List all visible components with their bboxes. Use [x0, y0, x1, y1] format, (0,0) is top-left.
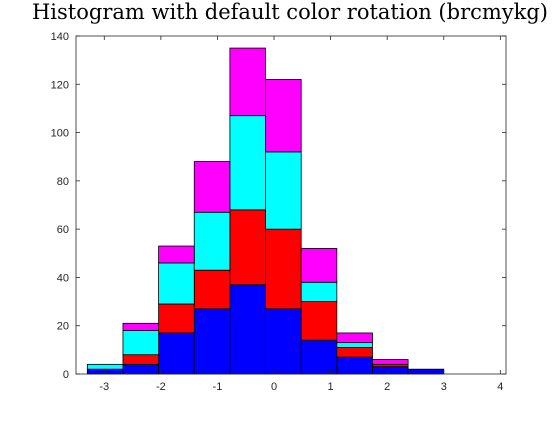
bar-series-3-bin-6 [300, 248, 338, 283]
y-tick-label: 100 [51, 128, 69, 140]
bar-series-2-bin-2 [158, 262, 195, 305]
bar-series-0-bin-5 [265, 308, 302, 375]
bar-series-0-bin-0 [86, 368, 124, 375]
bar-series-1-bin-5 [265, 228, 302, 310]
bar-series-0-bin-4 [229, 284, 266, 375]
bar-series-1-bin-2 [158, 303, 195, 334]
bar-series-2-bin-5 [265, 151, 302, 230]
y-tick-label: 140 [51, 31, 69, 43]
bar-series-1-bin-1 [122, 354, 160, 365]
bar-series-3-bin-3 [193, 161, 231, 213]
x-tick-label: -1 [213, 381, 223, 393]
bar-series-3-bin-5 [265, 79, 302, 153]
bar-series-1-bin-4 [229, 209, 266, 286]
bar-series-1-bin-6 [300, 301, 338, 341]
x-tick-label: -3 [99, 381, 109, 393]
bar-series-0-bin-3 [193, 308, 231, 375]
bar-series-0-bin-1 [122, 363, 160, 375]
bar-series-0-bin-6 [300, 339, 338, 375]
bar-series-3-bin-1 [122, 322, 160, 331]
bar-series-0-bin-2 [158, 332, 195, 375]
bar-series-1-bin-7 [336, 347, 373, 358]
y-tick-label: 0 [63, 369, 69, 381]
y-tick-label: 40 [57, 272, 69, 284]
bar-series-0-bin-8 [372, 366, 409, 375]
bar-series-0-bin-9 [407, 368, 445, 375]
bars-group [86, 47, 445, 375]
bar-series-2-bin-0 [86, 363, 124, 370]
y-tick-label: 20 [57, 321, 69, 333]
bar-series-1-bin-3 [193, 269, 231, 310]
x-tick-label: 0 [271, 381, 277, 393]
bar-series-3-bin-8 [372, 359, 409, 365]
bar-series-3-bin-7 [336, 332, 373, 344]
x-tick-label: 3 [441, 381, 447, 393]
bar-series-2-bin-4 [229, 115, 266, 211]
bar-series-2-bin-6 [300, 281, 338, 302]
bar-series-3-bin-2 [158, 245, 195, 264]
x-tick-label: 1 [328, 381, 334, 393]
y-tick-label: 60 [57, 224, 69, 236]
x-tick-label: 4 [497, 381, 503, 393]
chart-title: Histogram with default color rotation (b… [31, 0, 549, 24]
x-tick-label: 2 [384, 381, 390, 393]
bar-series-2-bin-3 [193, 211, 231, 271]
x-tick-label: -2 [156, 381, 166, 393]
y-tick-label: 80 [57, 176, 69, 188]
bar-series-3-bin-4 [229, 47, 266, 117]
bar-series-0-bin-7 [336, 356, 373, 375]
bar-series-2-bin-1 [122, 330, 160, 356]
y-tick-label: 120 [51, 79, 69, 91]
axes-box [75, 35, 507, 375]
bar-series-2-bin-7 [336, 342, 373, 348]
